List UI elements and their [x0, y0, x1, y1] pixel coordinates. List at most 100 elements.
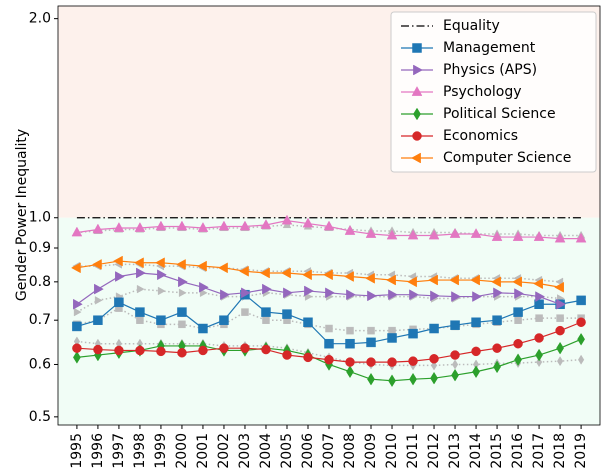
marker: [555, 325, 565, 336]
marker: [366, 357, 376, 367]
marker: [136, 316, 144, 324]
x-tick-label: 2019: [573, 433, 589, 469]
marker: [135, 345, 145, 356]
marker: [576, 295, 586, 306]
marker: [176, 259, 186, 270]
marker: [281, 214, 293, 225]
x-tick-label: 2005: [279, 433, 295, 469]
marker: [91, 259, 102, 270]
marker: [367, 372, 375, 386]
x-tick-label: 2010: [384, 433, 400, 469]
marker: [261, 344, 271, 355]
marker: [514, 353, 522, 367]
marker: [70, 262, 81, 274]
marker: [428, 229, 440, 240]
marker: [512, 276, 522, 288]
marker: [535, 357, 543, 368]
marker: [472, 291, 482, 302]
marker: [429, 354, 439, 364]
marker: [449, 228, 461, 238]
legend-label: Equality: [443, 18, 500, 34]
marker: [471, 317, 481, 328]
marker: [491, 276, 501, 288]
marker: [219, 343, 229, 353]
marker: [197, 260, 207, 272]
marker: [554, 232, 566, 243]
marker: [513, 338, 523, 349]
marker: [197, 222, 209, 232]
marker: [533, 231, 545, 241]
marker: [260, 267, 270, 279]
x-tick-label: 2004: [258, 433, 274, 469]
marker: [408, 356, 418, 366]
marker: [450, 320, 460, 330]
x-tick-label: 1999: [153, 433, 169, 469]
marker: [430, 360, 438, 371]
marker: [365, 272, 375, 284]
legend-label: Political Science: [443, 106, 556, 122]
marker: [113, 222, 125, 232]
marker: [366, 337, 376, 348]
marker: [556, 298, 567, 310]
marker: [408, 328, 418, 339]
x-tick-label: 1996: [90, 433, 106, 469]
x-tick-label: 1995: [69, 433, 85, 469]
marker: [577, 354, 585, 365]
marker: [450, 350, 460, 360]
y-tick-label: 1.0: [29, 210, 51, 226]
marker: [156, 315, 166, 325]
marker: [407, 276, 417, 288]
marker: [535, 291, 545, 302]
marker: [413, 64, 423, 76]
marker: [493, 287, 503, 299]
marker: [471, 346, 481, 357]
marker: [512, 231, 524, 241]
marker: [411, 86, 423, 96]
marker: [218, 262, 228, 274]
marker: [388, 326, 396, 335]
marker: [325, 324, 333, 333]
region-below: [58, 217, 600, 425]
marker: [283, 287, 293, 299]
marker: [323, 269, 333, 281]
marker: [412, 43, 422, 53]
x-tick-label: 2009: [363, 433, 379, 469]
marker: [261, 307, 271, 317]
marker: [387, 357, 397, 367]
x-tick-label: 2001: [195, 433, 211, 469]
marker: [324, 354, 334, 365]
marker: [407, 229, 419, 240]
marker: [156, 346, 166, 357]
marker: [302, 269, 312, 281]
marker: [281, 267, 291, 279]
marker: [346, 289, 356, 301]
marker: [115, 271, 125, 282]
marker: [345, 338, 355, 349]
marker: [92, 223, 104, 234]
x-tick-label: 2016: [510, 433, 526, 469]
marker: [430, 290, 440, 302]
marker: [282, 350, 292, 360]
marker: [71, 226, 83, 237]
marker: [239, 220, 251, 231]
marker: [429, 323, 439, 334]
series: [72, 317, 586, 367]
y-tick-label: 2.0: [29, 11, 51, 27]
series: [71, 214, 587, 243]
marker: [491, 231, 503, 241]
marker: [178, 276, 188, 288]
marker: [492, 343, 502, 353]
marker: [135, 307, 145, 317]
marker: [514, 288, 524, 299]
marker: [556, 356, 564, 367]
y-tick-label: 0.8: [29, 274, 51, 290]
marker: [346, 326, 354, 335]
marker: [470, 274, 480, 286]
marker: [386, 274, 396, 286]
marker: [199, 281, 209, 293]
x-tick-label: 2006: [300, 433, 316, 469]
marker: [178, 320, 186, 329]
marker: [409, 372, 417, 386]
marker: [534, 333, 544, 343]
